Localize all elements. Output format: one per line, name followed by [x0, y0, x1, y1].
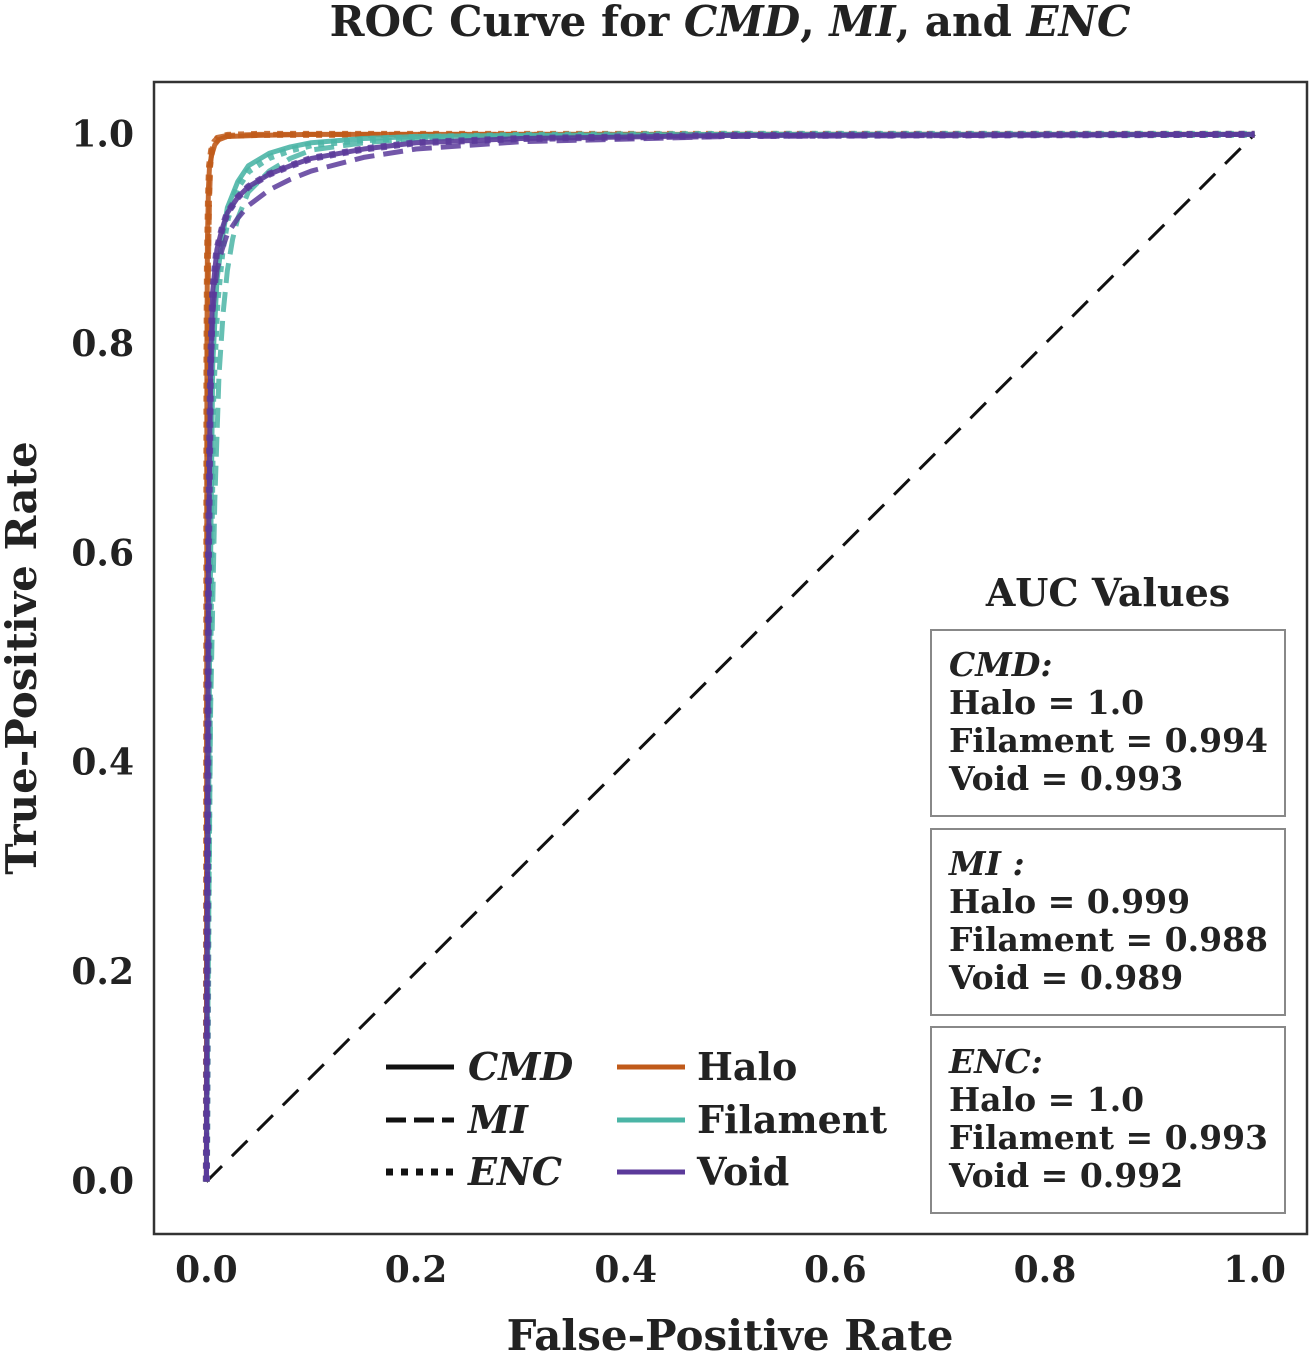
chart-title-mi: MI: [827, 0, 896, 46]
auc-box-cmd: [930, 629, 1286, 817]
auc-box-enc-method: ENC:: [948, 1042, 1043, 1081]
y-tick-label: 0.2: [71, 951, 134, 993]
x-axis-label: False-Positive Rate: [507, 1311, 954, 1360]
series-enc-filament: [202, 130, 1255, 1182]
y-tick-label: 0.6: [71, 532, 134, 574]
auc-box-mi-line-halo: Halo = 0.999: [949, 882, 1190, 921]
chart-title-prefix: ROC Curve for: [330, 0, 684, 46]
x-tick-label: 0.8: [1014, 1249, 1077, 1291]
auc-panel-title: AUC Values: [985, 570, 1230, 615]
diagonal-reference-line: [205, 133, 1256, 1183]
legend-label-enc: ENC: [467, 1149, 562, 1194]
auc-box-mi-line-void: Void = 0.989: [948, 958, 1183, 997]
auc-box-enc-line-void: Void = 0.992: [948, 1156, 1183, 1195]
auc-panel: AUC Values CMD: Halo = 1.0 Filament = 0.…: [930, 570, 1286, 1214]
y-axis-label: True-Positive Rate: [0, 441, 46, 874]
y-tick-label: 0.4: [71, 742, 134, 784]
auc-box-cmd-line-halo: Halo = 1.0: [949, 683, 1144, 722]
series-mi-filament: [203, 131, 1255, 1182]
chart-title-cmd: CMD: [684, 0, 801, 46]
series-mi-void: [203, 131, 1255, 1182]
chart-title-sep1: ,: [800, 0, 829, 46]
auc-box-mi: [930, 828, 1286, 1016]
x-tick-label: 0.0: [175, 1249, 238, 1291]
legend-label-mi: MI: [466, 1097, 529, 1142]
series-mi-halo: [203, 131, 1255, 1182]
chart-title-sep2: , and: [896, 0, 1027, 46]
auc-box-mi-method: MI :: [948, 844, 1025, 883]
auc-box-enc: [930, 1026, 1286, 1214]
y-tick-label: 0.8: [71, 323, 134, 365]
x-tick-label: 1.0: [1223, 1249, 1286, 1291]
y-tick-label: 1.0: [71, 113, 134, 155]
series-enc-void: [202, 130, 1255, 1182]
auc-box-cmd-method: CMD:: [949, 645, 1053, 684]
series-enc-halo: [202, 130, 1255, 1182]
x-tick-label: 0.6: [804, 1249, 867, 1291]
legend-label-void: Void: [696, 1149, 789, 1194]
y-tick-label: 0.0: [71, 1161, 134, 1203]
x-tick-label: 0.4: [594, 1249, 657, 1291]
auc-box-enc-line-filament: Filament = 0.993: [949, 1118, 1268, 1157]
auc-box-cmd-line-void: Void = 0.993: [948, 759, 1183, 798]
legend-label-cmd: CMD: [468, 1044, 573, 1089]
legend-label-filament: Filament: [697, 1097, 887, 1142]
auc-box-enc-line-halo: Halo = 1.0: [949, 1080, 1144, 1119]
auc-box-cmd-line-filament: Filament = 0.994: [949, 721, 1268, 760]
auc-box-mi-line-filament: Filament = 0.988: [949, 920, 1268, 959]
legend: CMD MI ENC Halo Filament Void: [386, 1044, 887, 1194]
chart-title-enc: ENC: [1026, 0, 1131, 46]
x-tick-label: 0.2: [385, 1249, 448, 1291]
legend-label-halo: Halo: [697, 1044, 797, 1089]
chart-title: ROC Curve for CMD, MI, and ENC: [330, 0, 1131, 46]
